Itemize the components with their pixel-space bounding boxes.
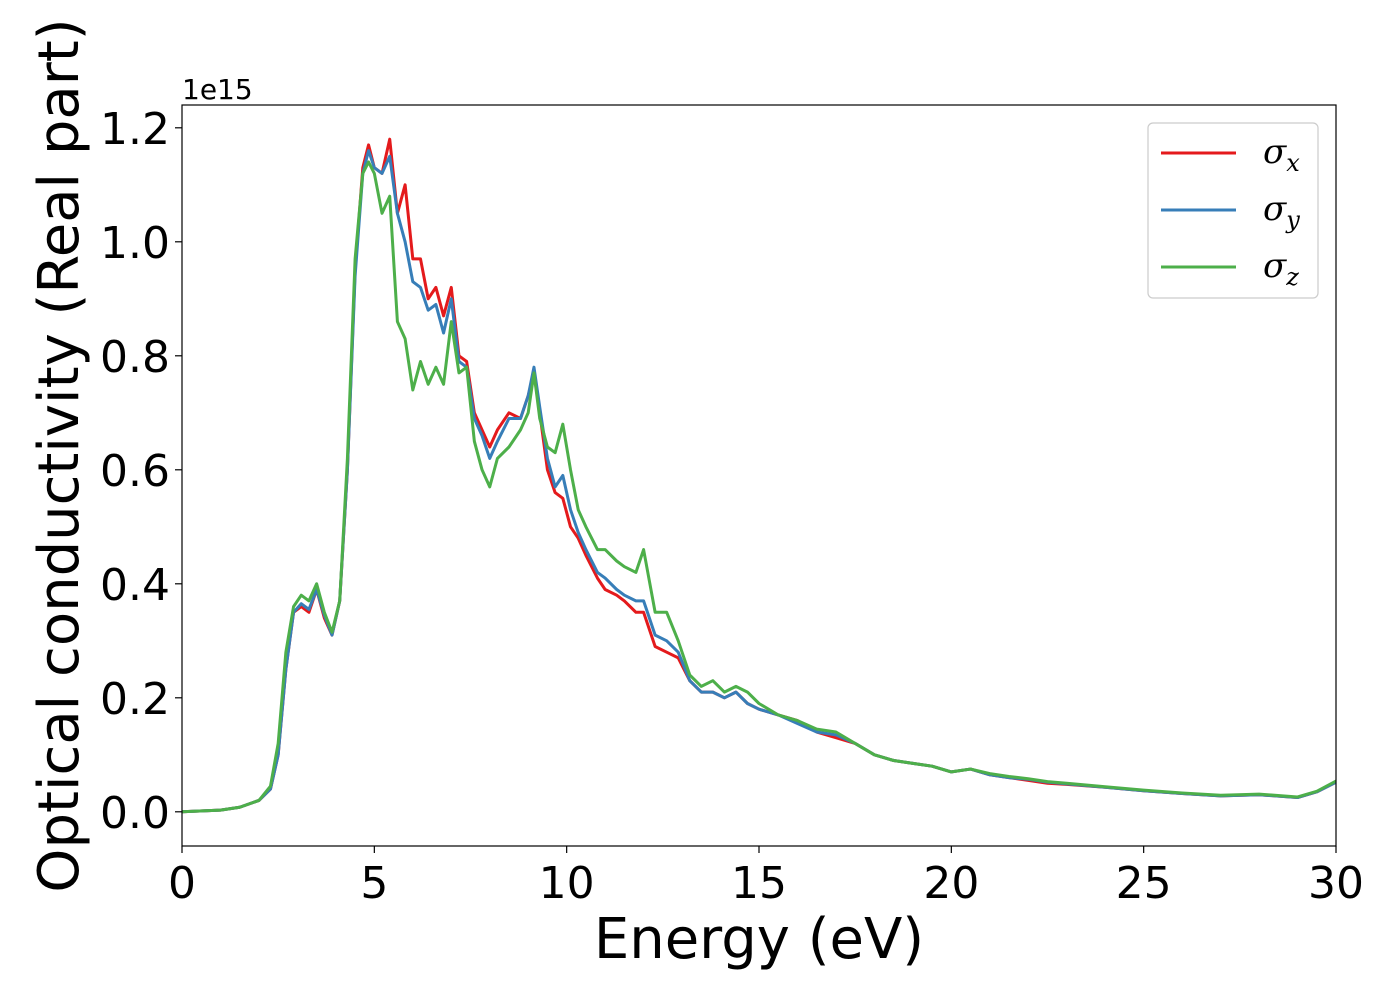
series-layer [182,137,1336,814]
legend: σx σy σz [1147,122,1319,299]
x-tick-label: 20 [923,858,979,909]
x-tick-label: 0 [168,858,196,909]
y-tick-label: 0.4 [100,560,170,611]
x-axis-ticks: 0 5 10 15 20 25 30 [168,846,1364,909]
x-axis-title: Energy (eV) [594,907,924,972]
legend-item-z: σz [1161,246,1299,291]
legend-item-x: σx [1161,132,1300,177]
x-tick-label: 25 [1116,858,1172,909]
x-tick-label: 10 [539,858,595,909]
series-line-z [182,160,1336,814]
x-tick-label: 15 [731,858,787,909]
y-tick-label: 0.8 [100,332,170,383]
y-tick-label: 1.2 [100,104,170,155]
legend-label: σx [1263,132,1300,177]
legend-label: σz [1263,246,1299,291]
legend-item-y: σy [1161,189,1300,234]
y-tick-label: 0.0 [100,788,170,839]
y-tick-label: 0.6 [100,446,170,497]
x-tick-label: 5 [360,858,388,909]
y-axis-offset-text: 1e15 [182,73,253,106]
x-tick-label: 30 [1308,858,1364,909]
y-tick-label: 1.0 [100,218,170,269]
y-axis-title: Optical conductivity (Real part) [27,18,92,892]
y-tick-label: 0.2 [100,674,170,725]
legend-label: σy [1263,189,1300,234]
y-axis-ticks: 0.0 0.2 0.4 0.6 0.8 1.0 1.2 [100,104,182,839]
